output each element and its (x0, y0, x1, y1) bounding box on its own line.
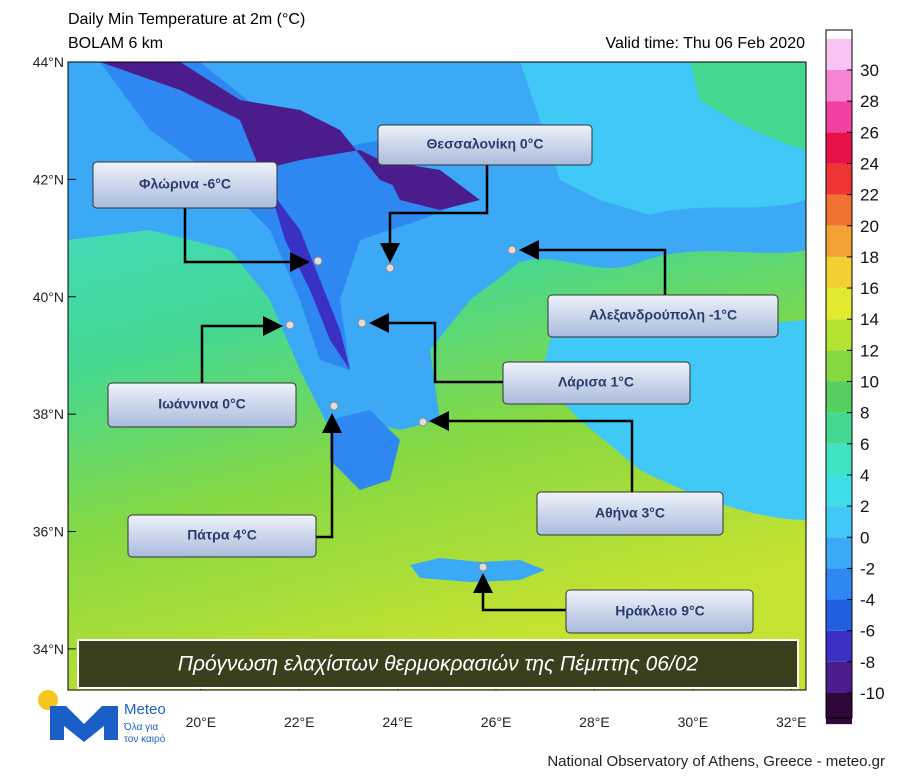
colorbar-band (826, 568, 852, 600)
colorbar-label: -6 (860, 622, 875, 641)
valid-time: Valid time: Thu 06 Feb 2020 (605, 35, 805, 52)
banner: Πρόγνωση ελαχίστων θερμοκρασιών της Πέμπ… (178, 653, 699, 676)
banner-box (77, 639, 799, 689)
subtitle: BOLAM 6 km (68, 35, 163, 52)
title: Daily Min Temperature at 2m (°C) (68, 11, 305, 28)
colorbar-band (826, 693, 852, 725)
logo-tagline: Όλα για (123, 722, 158, 733)
lon-label: 30°E (678, 714, 709, 730)
city-labels: Θεσσαλονίκη 0°C Φλώρινα -6°C Αλεξανδρούπ… (92, 124, 779, 634)
colorbar-frame (825, 29, 853, 719)
lat-label: 38°N (33, 406, 64, 422)
colorbar-band (826, 630, 852, 662)
colorbar-band (826, 30, 852, 39)
logo-tagline: τον καιρό (124, 733, 166, 745)
logo-name: Meteo (124, 701, 166, 718)
lat-label: 36°N (33, 524, 64, 540)
colorbar-label: 22 (860, 186, 879, 205)
colorbar-label: 18 (860, 248, 879, 267)
city-label: Θεσσαλονίκη 0°C (427, 136, 544, 152)
colorbar-band (826, 163, 852, 195)
colorbar-band (826, 443, 852, 475)
lon-label: 22°E (284, 714, 315, 730)
colorbar-band (826, 194, 852, 226)
lon-label: 24°E (382, 714, 413, 730)
lon-label: 26°E (481, 714, 512, 730)
city-label: Ηράκλειο 9°C (615, 603, 704, 619)
map-frame (67, 61, 807, 691)
colorbar-band (826, 70, 852, 102)
lat-label: 40°N (33, 289, 64, 305)
colorbar-label: 26 (860, 123, 879, 142)
colorbar-label: 10 (860, 373, 879, 392)
city-dots (285, 245, 517, 572)
colorbar-label: 8 (860, 404, 869, 423)
colorbar-band (826, 474, 852, 507)
colorbar-label: 0 (860, 528, 869, 547)
city-label: Αθήνα 3°C (595, 505, 665, 521)
lon-label: 28°E (579, 714, 610, 730)
colorbar-label: 28 (860, 92, 879, 111)
colorbar-label: 2 (860, 497, 869, 516)
colorbar-band (826, 381, 852, 413)
colorbar-label: -4 (860, 591, 875, 610)
colorbar-band (826, 506, 852, 538)
city-label: Ιωάννινα 0°C (158, 396, 246, 412)
colorbar-label: 14 (860, 310, 879, 329)
logo: Meteo Όλα για τον καιρό (38, 690, 166, 745)
city-label: Φλώρινα -6°C (139, 176, 231, 192)
colorbar-label: 12 (860, 341, 879, 360)
colorbar-band (826, 350, 852, 382)
colorbar-band (826, 288, 852, 320)
colorbar-label: 30 (860, 61, 879, 80)
colorbar-band (826, 38, 852, 70)
lon-label: 20°E (186, 714, 217, 730)
footer: National Observatory of Athens, Greece -… (547, 753, 885, 770)
lon-label: 32°E (776, 714, 807, 730)
colorbar-label: 20 (860, 217, 879, 236)
colorbar-label: 24 (860, 154, 879, 173)
colorbar-band (826, 225, 852, 257)
arrows (183, 165, 667, 612)
colorbar-label: -8 (860, 653, 875, 672)
colorbar-label: 6 (860, 435, 869, 454)
lat-label: 42°N (33, 171, 64, 187)
city-label: Πάτρα 4°C (187, 527, 257, 543)
colorbar-band (826, 537, 852, 569)
city-label: Αλεξανδρούπολη -1°C (589, 307, 737, 323)
colorbar-band (826, 319, 852, 351)
colorbar-band (826, 132, 852, 164)
colorbar-band (826, 256, 852, 289)
colorbar-band (826, 412, 852, 444)
colorbar-label: -2 (860, 559, 875, 578)
colorbar-band (826, 101, 852, 133)
colorbar-band (826, 599, 852, 631)
lat-label: 34°N (33, 641, 64, 657)
colorbar-label: 4 (860, 466, 869, 485)
colorbar-band (826, 661, 852, 693)
city-label: Λάρισα 1°C (558, 374, 634, 390)
lat-label: 44°N (33, 54, 64, 70)
colorbar-label: -10 (860, 684, 885, 703)
colorbar-label: 16 (860, 279, 879, 298)
